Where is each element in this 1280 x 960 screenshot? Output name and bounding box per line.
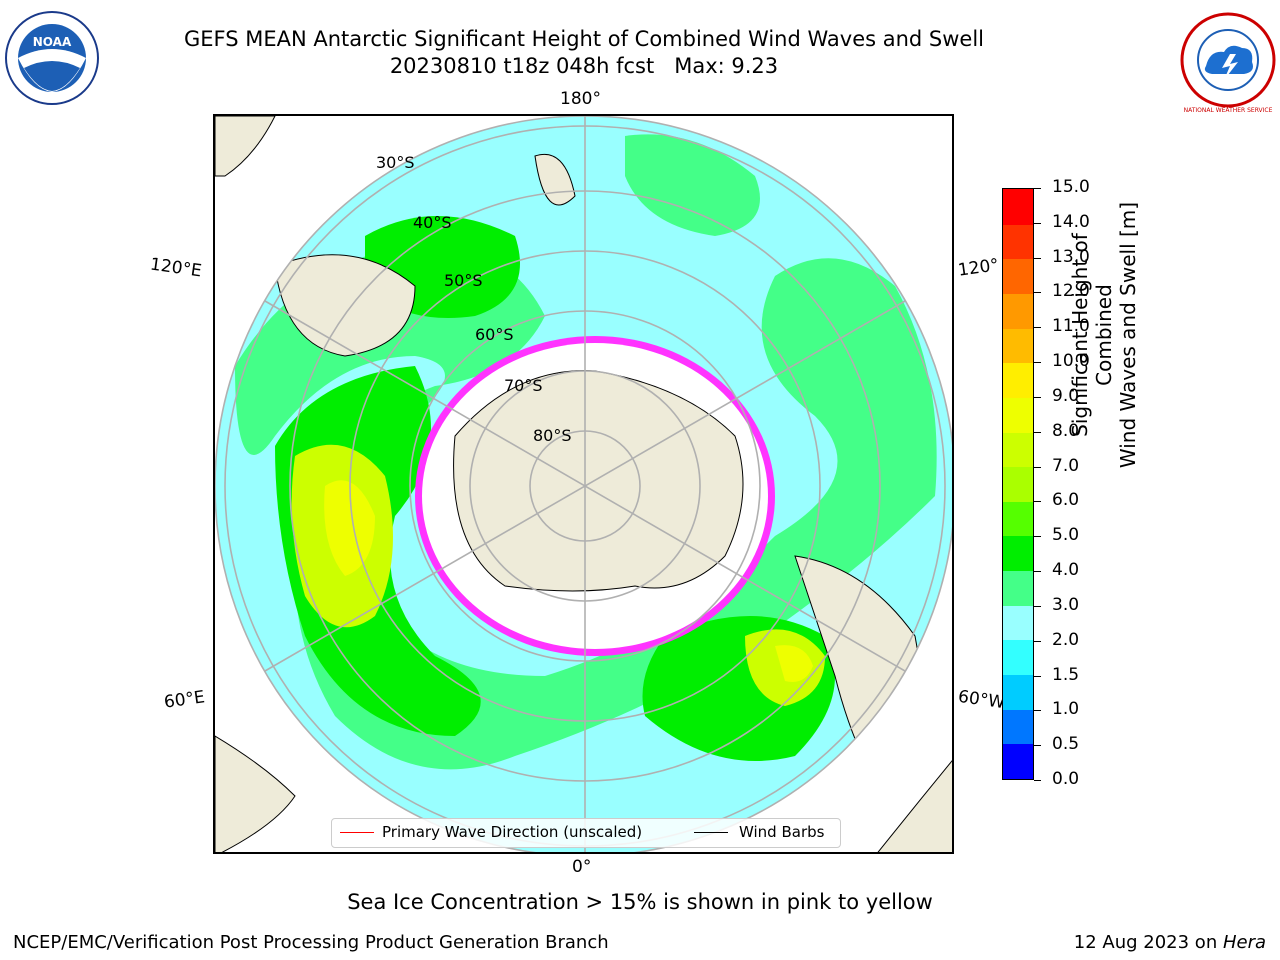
colorbar-tick: [1034, 710, 1041, 712]
colorbar-title: Significant Height of Combined Wind Wave…: [1068, 185, 1140, 485]
colorbar-tick-label: 14.0: [1052, 211, 1090, 232]
colorbar-tick: [1034, 745, 1041, 747]
sea-ice-caption: Sea Ice Concentration > 15% is shown in …: [347, 890, 933, 914]
colorbar-tick-label: 0.0: [1052, 769, 1080, 789]
colorbar-segment: [1003, 431, 1033, 468]
colorbar-title-line2: Wind Waves and Swell [m]: [1116, 201, 1140, 469]
lon-label-180: 180°: [560, 89, 601, 109]
lon-label-0: 0°: [572, 857, 592, 877]
footer-date-text: 12 Aug 2023 on: [1073, 932, 1223, 953]
colorbar-segment: [1003, 501, 1033, 537]
colorbar-title-line1: Significant Height of Combined: [1068, 233, 1116, 437]
colorbar-tick: [1034, 780, 1041, 781]
colorbar-tick: [1034, 466, 1041, 468]
colorbar-tick-label: 11.0: [1052, 316, 1090, 337]
colorbar-tick-label: 6.0: [1052, 490, 1080, 511]
lat-label-70s: 70°S: [504, 376, 543, 395]
colorbar-segment: [1003, 674, 1033, 710]
land-corner-tl: [215, 116, 276, 177]
legend-wave-label: Primary Wave Direction (unscaled): [382, 823, 643, 841]
colorbar-tick-label: 8.0: [1052, 420, 1080, 441]
colorbar-tick-label: 0.5: [1052, 734, 1080, 755]
footer-date: 12 Aug 2023 on Hera: [1074, 932, 1266, 953]
colorbar: [1002, 188, 1034, 780]
lat-label-60s: 60°S: [475, 325, 514, 344]
lat-label-30s: 30°S: [376, 153, 415, 172]
colorbar-segment: [1003, 466, 1033, 502]
nws-logo-text: NATIONAL WEATHER SERVICE: [1184, 107, 1273, 114]
colorbar-segment: [1003, 605, 1033, 641]
noaa-logo-text: NOAA: [33, 35, 72, 49]
colorbar-tick-label: 13.0: [1052, 246, 1090, 267]
colorbar-segment: [1003, 535, 1033, 572]
lat-label-80s: 80°S: [533, 426, 572, 445]
colorbar-segment: [1003, 743, 1033, 779]
colorbar-tick: [1034, 640, 1041, 642]
colorbar-segment: [1003, 258, 1033, 294]
wave-field-8m-south: [775, 645, 813, 682]
colorbar-tick-label: 5.0: [1052, 525, 1080, 546]
lon-label-60e: 60°E: [162, 687, 207, 713]
nws-logo: NATIONAL WEATHER SERVICE: [1176, 10, 1280, 114]
wave-field-3m-top: [625, 134, 760, 236]
colorbar-segment: [1003, 293, 1033, 329]
colorbar-tick: [1034, 396, 1041, 398]
colorbar-tick: [1034, 605, 1041, 607]
colorbar-segment: [1003, 328, 1033, 364]
colorbar-segment: [1003, 397, 1033, 433]
colorbar-segment: [1003, 362, 1033, 398]
colorbar-tick: [1034, 431, 1041, 433]
colorbar-segment: [1003, 570, 1033, 606]
colorbar-tick: [1034, 675, 1041, 677]
colorbar-tick: [1034, 327, 1041, 329]
colorbar-tick-label: 12.0: [1052, 281, 1090, 302]
map-panel: [213, 114, 954, 854]
lat-label-40s: 40°S: [413, 213, 452, 232]
colorbar-segment: [1003, 639, 1033, 676]
lon-label-120w: 120°: [956, 255, 1001, 281]
colorbar-tick-label: 15.0: [1052, 177, 1090, 197]
colorbar-tick: [1034, 362, 1041, 364]
colorbar-tick-label: 7.0: [1052, 455, 1080, 476]
map-svg: [215, 116, 952, 852]
colorbar-tick: [1034, 536, 1041, 538]
colorbar-tick: [1034, 292, 1041, 294]
wave-field-8m-west: [324, 480, 375, 576]
legend-wave-line: [340, 832, 374, 833]
colorbar-tick: [1034, 501, 1041, 503]
chart-subtitle: 20230810 t18z 048h fcst Max: 9.23: [389, 54, 779, 78]
lon-label-120e: 120°E: [148, 254, 203, 282]
legend-barb-label: Wind Barbs: [739, 823, 825, 841]
colorbar-segment: [1003, 224, 1033, 260]
lat-label-50s: 50°S: [444, 271, 483, 290]
colorbar-tick-label: 4.0: [1052, 560, 1080, 581]
footer-host: Hera: [1222, 932, 1266, 953]
footer-credit: NCEP/EMC/Verification Post Processing Pr…: [13, 932, 609, 953]
australia-landmass: [274, 254, 416, 357]
colorbar-tick: [1034, 188, 1041, 189]
map-legend: Primary Wave Direction (unscaled) Wind B…: [331, 818, 841, 848]
colorbar-tick: [1034, 222, 1041, 224]
colorbar-tick: [1034, 571, 1041, 573]
colorbar-segment: [1003, 189, 1033, 225]
colorbar-tick-label: 1.5: [1052, 664, 1080, 685]
colorbar-tick-label: 1.0: [1052, 699, 1080, 720]
chart-title: GEFS MEAN Antarctic Significant Height o…: [183, 27, 985, 51]
noaa-logo: NOAA: [0, 10, 104, 110]
colorbar-tick-label: 3.0: [1052, 594, 1080, 615]
land-corner-bl: [215, 735, 296, 852]
colorbar-tick-label: 2.0: [1052, 629, 1080, 650]
legend-barb-line: [694, 832, 728, 833]
land-corner-br: [877, 760, 952, 852]
colorbar-tick-label: 9.0: [1052, 385, 1080, 406]
colorbar-tick-label: 10.0: [1052, 351, 1090, 372]
colorbar-tick: [1034, 257, 1041, 259]
lon-label-60w: 60°W: [956, 686, 1007, 714]
colorbar-segment: [1003, 709, 1033, 745]
